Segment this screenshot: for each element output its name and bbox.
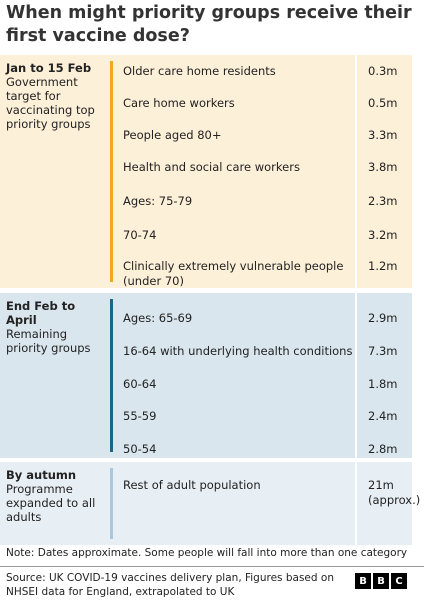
- row-label: Care home workers: [123, 96, 235, 110]
- row-label: 70-74: [123, 228, 157, 242]
- group: Jan to 15 Feb Government target for vacci…: [0, 55, 412, 288]
- logo-letter: B: [373, 573, 389, 589]
- note: Note: Dates approximate. Some people wil…: [6, 547, 408, 559]
- source: Source: UK COVID-19 vaccines delivery pl…: [6, 572, 334, 598]
- row-label: 60-64: [123, 377, 157, 391]
- value-column: [355, 293, 357, 458]
- row-label: Health and social care workers: [123, 160, 300, 174]
- value-column: [355, 55, 357, 288]
- row-value: 7.3m: [368, 344, 398, 358]
- row-label: 16-64 with underlying health conditions: [123, 344, 353, 358]
- description: Remaining priority groups: [6, 327, 91, 355]
- row-label: Clinically extremely vulnerable people (…: [123, 259, 344, 288]
- row-value: 0.5m: [368, 96, 398, 110]
- row-label: People aged 80+: [123, 128, 222, 142]
- row-value: 21m (approx.): [368, 478, 421, 507]
- period: Jan to 15 Feb: [6, 61, 92, 75]
- description: Government target for vaccinating top pr…: [6, 75, 95, 131]
- row-value: 2.4m: [368, 409, 398, 423]
- value-column: [355, 462, 357, 545]
- divider: [0, 566, 424, 567]
- row-label: 55-59: [123, 409, 157, 423]
- row-value: 1.8m: [368, 377, 398, 391]
- description: Programme expanded to all adults: [6, 482, 96, 524]
- period: By autumn: [6, 468, 77, 482]
- row-value: 3.3m: [368, 128, 398, 142]
- group: By autumn Programme expanded to all adult…: [0, 462, 421, 545]
- row-label: Ages: 65-69: [123, 311, 193, 325]
- row-label: Older care home residents: [123, 64, 276, 78]
- row-label: 50-54: [123, 442, 157, 456]
- logo-letter: B: [355, 573, 371, 589]
- group-info: End Feb to April Remaining priority group…: [6, 299, 106, 355]
- period: End Feb to April: [6, 299, 76, 327]
- row-value: 0.3m: [368, 64, 398, 78]
- row-value: 2.3m: [368, 194, 398, 208]
- row-label: Ages: 75-79: [123, 194, 193, 208]
- group-info: By autumn Programme expanded to all adult…: [6, 468, 106, 524]
- group-info: Jan to 15 Feb Government target for vacci…: [6, 61, 106, 131]
- row-value: 3.2m: [368, 228, 398, 242]
- row-label: Rest of adult population: [123, 478, 261, 492]
- group-bar: [110, 299, 113, 452]
- row-value: 2.9m: [368, 311, 398, 325]
- row-value: 2.8m: [368, 442, 398, 456]
- group-bar: [110, 61, 113, 282]
- group-bar: [110, 468, 113, 539]
- logo-letter: C: [391, 573, 407, 589]
- row-value: 1.2m: [368, 259, 398, 273]
- title: When might priority groups receive their…: [6, 3, 412, 46]
- group: End Feb to April Remaining priority group…: [0, 293, 412, 458]
- row-value: 3.8m: [368, 160, 398, 174]
